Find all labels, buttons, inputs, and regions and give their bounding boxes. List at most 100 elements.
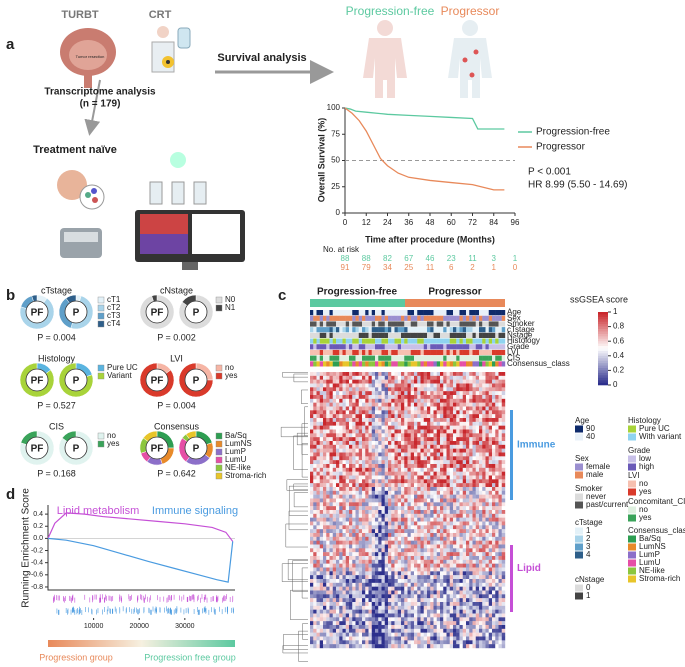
heatmap-cell: [404, 483, 408, 488]
legend-label: Ba/Sq: [225, 431, 247, 440]
heatmap-cell: [414, 494, 418, 499]
heatmap-cell: [485, 410, 489, 415]
heatmap-cell: [349, 471, 353, 476]
heatmap-cell: [446, 452, 450, 457]
heatmap-cell: [339, 414, 343, 419]
heatmap-cell: [355, 475, 359, 480]
heatmap-cell: [323, 475, 327, 480]
heatmap-cell: [339, 410, 343, 415]
heatmap-cell: [342, 406, 346, 411]
heatmap-cell: [423, 418, 428, 423]
heatmap-cell: [365, 533, 369, 538]
heatmap-cell: [378, 632, 382, 637]
heatmap-cell: [329, 556, 333, 561]
heatmap-cell: [329, 402, 333, 407]
heatmap-cell: [495, 406, 499, 411]
heatmap-cell: [384, 433, 389, 438]
heatmap-cell: [459, 536, 463, 541]
heatmap-cell: [436, 479, 441, 484]
heatmap-cell: [388, 586, 392, 591]
series-line: [344, 107, 505, 191]
heatmap-cell: [404, 529, 408, 534]
heatmap-cell: [420, 613, 424, 618]
heatmap-cell: [453, 533, 457, 538]
heatmap-cell: [479, 506, 483, 511]
heatmap-cell: [388, 414, 392, 419]
heatmap-cell: [329, 621, 333, 626]
heatmap-cell: [479, 383, 483, 388]
heatmap-cell: [462, 425, 467, 430]
heatmap-cell: [329, 605, 333, 610]
heatmap-cell: [355, 613, 359, 618]
heatmap-cell: [449, 506, 454, 511]
heatmap-cell: [339, 460, 343, 465]
heatmap-cell: [378, 552, 382, 557]
heatmap-cell: [436, 621, 441, 626]
legend-label: Variant: [107, 371, 133, 380]
heatmap-cell: [332, 609, 337, 614]
heatmap-cell: [378, 567, 382, 572]
heatmap-cell: [375, 471, 379, 476]
heatmap-cell: [427, 559, 431, 564]
heatmap-cell: [501, 498, 506, 503]
heatmap-cell: [365, 525, 369, 530]
heatmap-cell: [498, 406, 502, 411]
heatmap-cell: [404, 605, 408, 610]
heatmap-cell: [472, 579, 476, 584]
heatmap-cell: [436, 471, 441, 476]
heatmap-cell: [326, 490, 330, 495]
heatmap-cell: [313, 437, 317, 442]
heatmap-cell: [384, 464, 389, 469]
heatmap-cell: [329, 510, 333, 515]
heatmap-cell: [371, 594, 376, 599]
heatmap-cell: [326, 433, 330, 438]
heatmap-cell: [472, 586, 476, 591]
heatmap-cell: [472, 464, 476, 469]
annotation-cell: [475, 361, 480, 367]
heatmap-cell: [355, 602, 359, 607]
heatmap-cell: [397, 448, 402, 453]
annotation-cell: [378, 315, 382, 321]
heatmap-cell: [371, 433, 376, 438]
heatmap-cell: [394, 609, 398, 614]
heatmap-cell: [423, 406, 428, 411]
heatmap-cell: [420, 506, 424, 511]
heatmap-cell: [436, 467, 441, 472]
heatmap-cell: [355, 467, 359, 472]
heatmap-cell: [384, 406, 389, 411]
heatmap-cell: [358, 398, 363, 403]
heatmap-cell: [488, 471, 493, 476]
heatmap-cell: [420, 536, 424, 541]
heatmap-cell: [352, 467, 356, 472]
heatmap-cell: [420, 567, 424, 572]
heatmap-cell: [495, 529, 499, 534]
annotation-cell: [498, 332, 502, 338]
heatmap-cell: [332, 467, 337, 472]
heatmap-cell: [362, 395, 366, 400]
heatmap-cell: [423, 556, 428, 561]
heatmap-cell: [459, 563, 463, 568]
heatmap-cell: [365, 467, 369, 472]
heatmap-cell: [326, 582, 330, 587]
heatmap-cell: [378, 406, 382, 411]
heatmap-cell: [319, 433, 324, 438]
heatmap-cell: [498, 529, 502, 534]
annotation-cell: [378, 349, 382, 356]
heatmap-cell: [410, 548, 415, 553]
annotation-cell: [485, 344, 489, 350]
annotation-cell: [469, 355, 473, 361]
heatmap-cell: [332, 540, 337, 545]
heatmap-cell: [488, 479, 493, 484]
heatmap-cell: [433, 632, 437, 637]
annotation-cell: [475, 355, 480, 361]
heatmap-cell: [427, 379, 431, 384]
heatmap-cell: [368, 617, 372, 622]
heatmap-cell: [501, 421, 506, 426]
heatmap-cell: [498, 410, 502, 415]
heatmap-cell: [397, 433, 402, 438]
heatmap-cell: [384, 567, 389, 572]
heatmap-cell: [414, 579, 418, 584]
heatmap-cell: [488, 625, 493, 630]
heatmap-cell: [472, 513, 476, 518]
heatmap-cell: [498, 383, 502, 388]
